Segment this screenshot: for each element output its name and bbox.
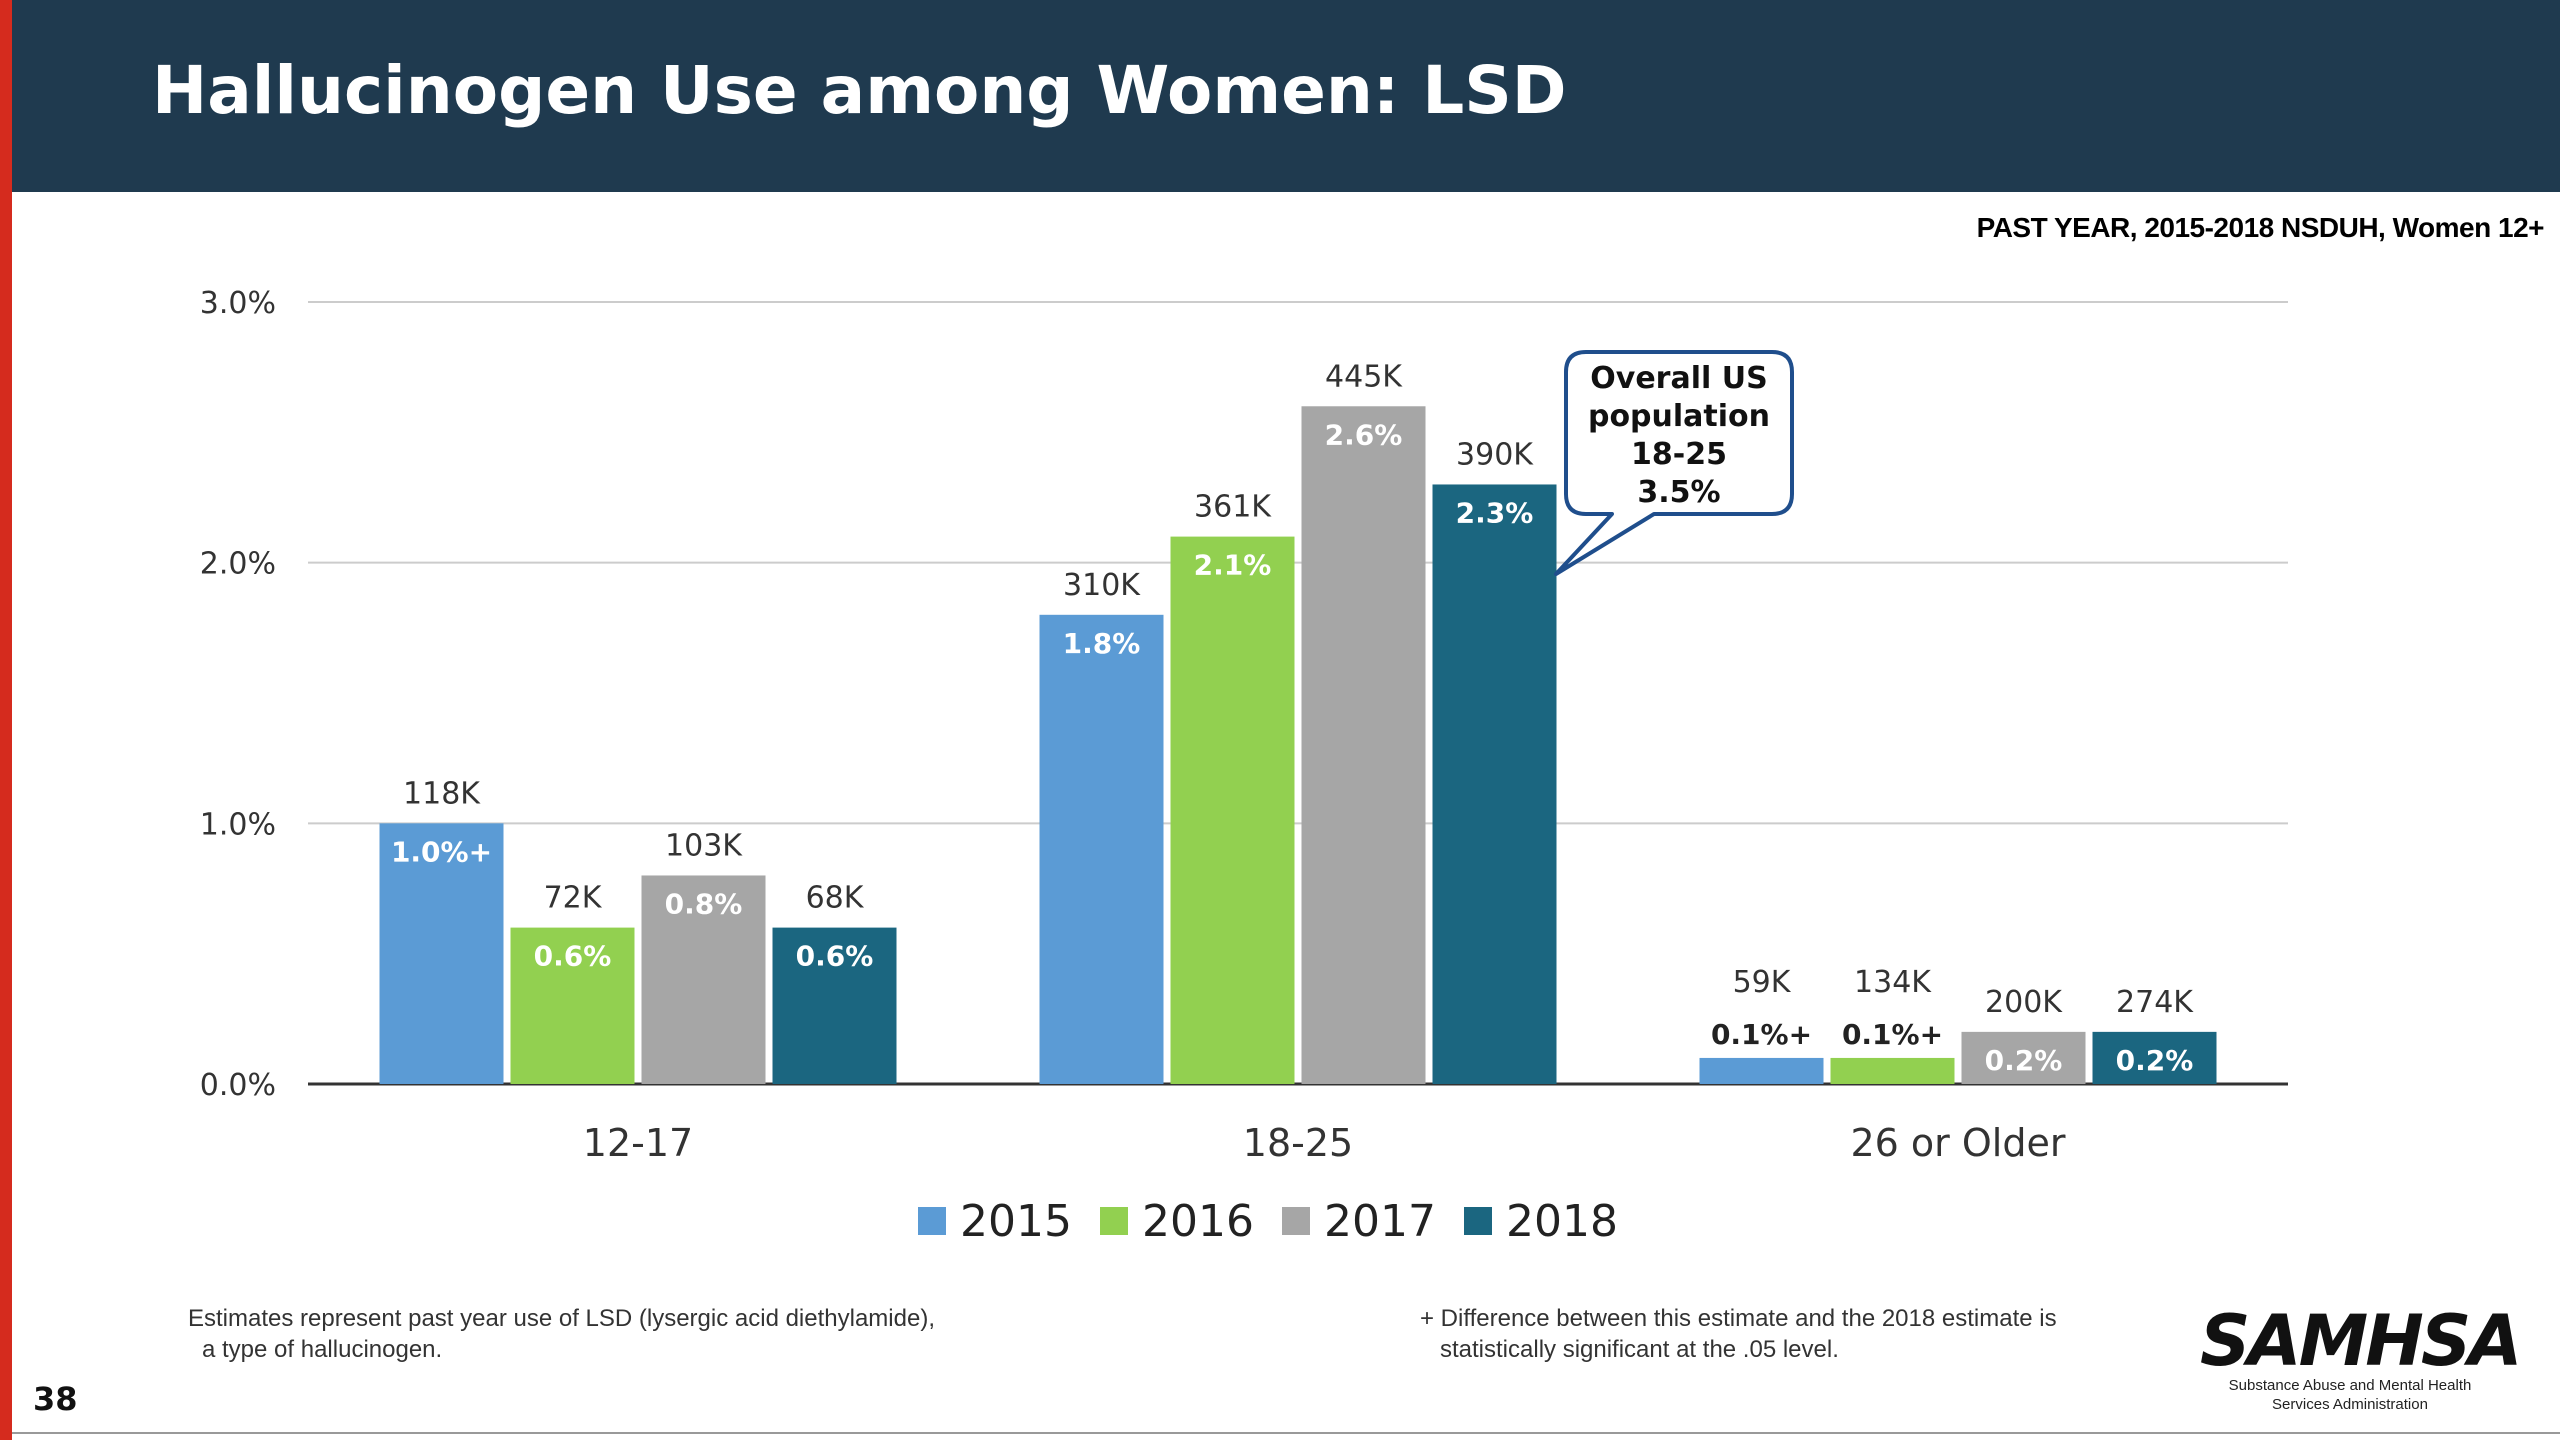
- page-title: Hallucinogen Use among Women: LSD: [152, 52, 1567, 129]
- legend-swatch-2015: [918, 1207, 946, 1235]
- count-label-2016-1: 361K: [1194, 490, 1272, 525]
- legend-label-2017: 2017: [1324, 1196, 1436, 1247]
- footnote-right-line-1: + Difference between this estimate and t…: [1420, 1305, 2057, 1332]
- bar-2018-0: [772, 927, 897, 1084]
- accent-red-bar: [0, 0, 12, 1440]
- bottom-divider: [12, 1432, 2560, 1434]
- bar-chart: 0.0% 1.0% 2.0% 3.0% 1.0%+ 118K 0.6% 72K 0.8% 103K…: [200, 286, 2288, 1247]
- data-label-2016-1: 2.1%: [1194, 549, 1272, 582]
- footnote-left-line-2: a type of hallucinogen.: [202, 1336, 443, 1363]
- y-tick-label-1: 1.0%: [200, 807, 276, 842]
- count-label-2015-1: 310K: [1063, 568, 1141, 603]
- callout-line-2: 18-25: [1631, 437, 1727, 472]
- legend-label-2018: 2018: [1506, 1196, 1618, 1247]
- bar-2017-0: [641, 875, 766, 1084]
- count-label-2018-2: 274K: [2116, 985, 2194, 1020]
- data-label-2015-2: 0.1%+: [1711, 1018, 1812, 1051]
- count-label-2017-1: 445K: [1325, 359, 1403, 394]
- count-label-2015-2: 59K: [1733, 965, 1792, 1000]
- x-tick-label-0: 12-17: [583, 1121, 693, 1165]
- page-number: 38: [33, 1380, 78, 1418]
- count-label-2017-0: 103K: [665, 828, 743, 863]
- bar-2017-1: [1301, 406, 1426, 1084]
- legend-swatch-2016: [1100, 1207, 1128, 1235]
- data-label-2017-0: 0.8%: [665, 887, 743, 920]
- bar-2015-0: [379, 823, 504, 1084]
- logo-subtitle-line-1: Substance Abuse and Mental Health: [2228, 1377, 2472, 1394]
- callout-bubble: [1554, 350, 1794, 576]
- data-label-2017-1: 2.6%: [1325, 418, 1403, 451]
- x-tick-label-2: 26 or Older: [1851, 1121, 2066, 1165]
- bar-2015-1: [1039, 614, 1164, 1084]
- count-label-2018-0: 68K: [806, 881, 865, 916]
- bar-2017-2: [1961, 1031, 2086, 1084]
- legend-swatch-2017: [1282, 1207, 1310, 1235]
- count-label-2016-0: 72K: [544, 881, 603, 916]
- data-label-2018-2: 0.2%: [2116, 1044, 2194, 1077]
- count-label-2017-2: 200K: [1985, 985, 2063, 1020]
- bar-2018-2: [2092, 1031, 2217, 1084]
- callout-line-3: 3.5%: [1637, 475, 1720, 510]
- bar-2015-2: [1699, 1057, 1824, 1084]
- data-label-2015-0: 1.0%+: [391, 835, 492, 868]
- legend-label-2015: 2015: [960, 1196, 1072, 1247]
- x-tick-label-1: 18-25: [1243, 1121, 1353, 1165]
- y-tick-label-3: 3.0%: [200, 286, 276, 321]
- header-bar: [12, 0, 2560, 192]
- logo-subtitle-line-2: Services Administration: [2272, 1396, 2428, 1413]
- samhsa-logo: SAMHSA: [2200, 1300, 2522, 1382]
- bar-2016-0: [510, 927, 635, 1084]
- y-tick-label-0: 0.0%: [200, 1068, 276, 1103]
- data-label-2016-0: 0.6%: [534, 940, 612, 973]
- legend-swatch-2018: [1464, 1207, 1492, 1235]
- data-label-2018-1: 2.3%: [1456, 496, 1534, 529]
- footnote-left-line-1: Estimates represent past year use of LSD…: [188, 1305, 935, 1332]
- count-label-2018-1: 390K: [1456, 437, 1534, 472]
- samhsa-logo-subtitle: Substance Abuse and Mental Health Servic…: [2200, 1376, 2500, 1414]
- count-label-2015-0: 118K: [403, 776, 481, 811]
- count-label-2016-2: 134K: [1854, 965, 1932, 1000]
- y-tick-label-2: 2.0%: [200, 547, 276, 582]
- footnote-right: + Difference between this estimate and t…: [1420, 1303, 2057, 1365]
- legend-label-2016: 2016: [1142, 1196, 1254, 1247]
- data-label-2017-2: 0.2%: [1985, 1044, 2063, 1077]
- footnote-right-line-2: statistically significant at the .05 lev…: [1440, 1336, 1839, 1363]
- data-label-2015-1: 1.8%: [1063, 627, 1141, 660]
- chart-subtitle: PAST YEAR, 2015-2018 NSDUH, Women 12+: [1976, 212, 2545, 243]
- data-label-2016-2: 0.1%+: [1842, 1018, 1943, 1051]
- bar-2016-2: [1830, 1057, 1955, 1084]
- footnote-left: Estimates represent past year use of LSD…: [188, 1303, 935, 1365]
- callout-line-1: population: [1588, 399, 1770, 434]
- data-label-2018-0: 0.6%: [796, 940, 874, 973]
- bar-2016-1: [1170, 536, 1295, 1084]
- callout-line-0: Overall US: [1590, 361, 1767, 396]
- bar-2018-1: [1432, 484, 1557, 1084]
